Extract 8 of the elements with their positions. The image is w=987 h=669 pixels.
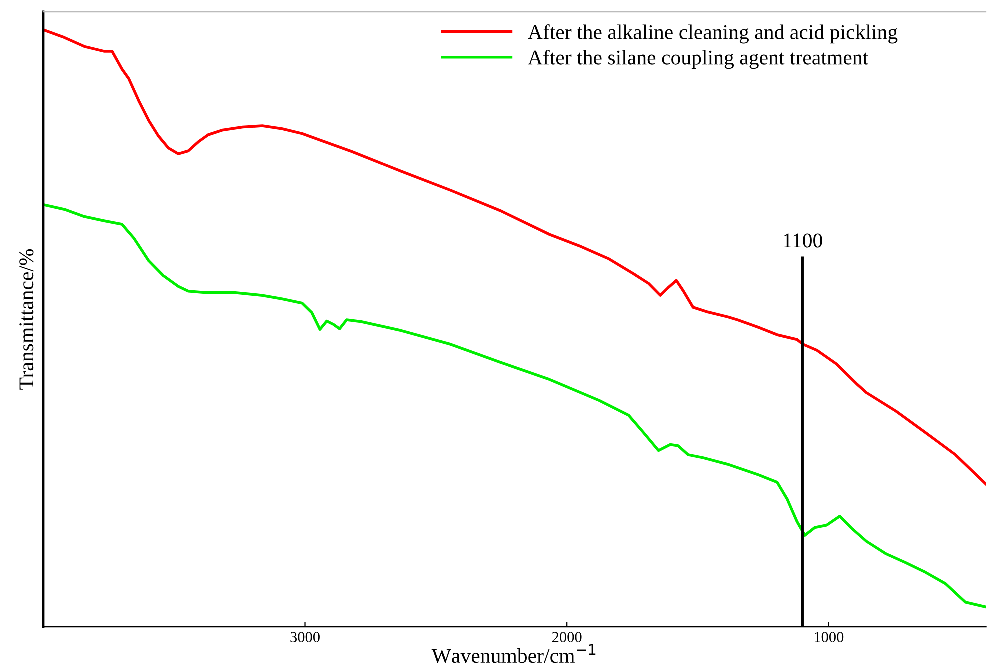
x-tick-label: 3000 [290, 632, 320, 642]
legend-label: After the silane coupling agent treatment [528, 50, 868, 70]
legend-label: After the alkaline cleaning and acid pickling [528, 24, 898, 44]
x-tick-label: 1000 [814, 632, 844, 642]
x-tick-label: 2000 [552, 632, 582, 642]
ref-line-label: 1100 [784, 234, 822, 248]
y-axis-title: Transmittance/% [20, 249, 34, 390]
x-axis-title: Wavenumber/cm$^{−1}$ [432, 644, 596, 664]
